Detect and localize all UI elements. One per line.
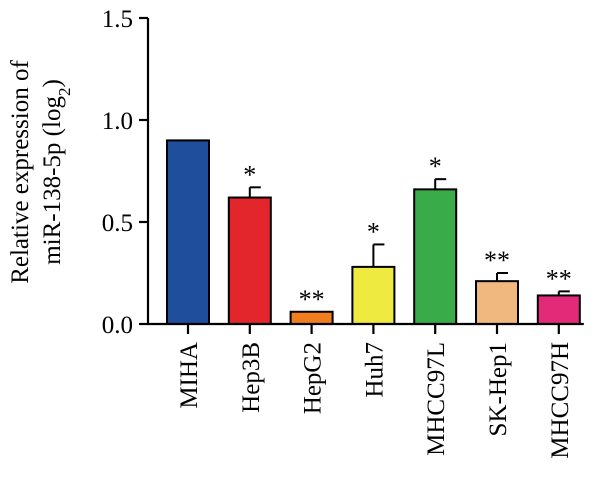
significance-marker: *: [243, 160, 256, 189]
significance-marker: *: [429, 152, 442, 181]
y-tick-label: 0.0: [102, 312, 133, 339]
x-tick-label: MHCC97H: [547, 342, 574, 459]
y-tick-label: 1.0: [102, 108, 133, 135]
bar-mhcc97l: [413, 188, 458, 325]
y-axis: 0.0 0.5 1.0 1.5: [102, 6, 150, 339]
bar-mhcc97h: [536, 294, 581, 326]
x-tick-label: Huh7: [361, 342, 388, 398]
y-tick-label: 1.5: [102, 6, 133, 33]
x-tick-label: SK-Hep1: [485, 342, 512, 436]
significance-marker: *: [367, 217, 380, 246]
bar-huh7: [351, 265, 396, 326]
bar-sk-hep1: [475, 280, 519, 326]
x-tick-label: HepG2: [300, 342, 327, 414]
y-axis-label: Relative expression of miR-138-5p (log2): [7, 60, 74, 284]
significance-marker: **: [299, 285, 325, 314]
y-axis-label-subscript: 2: [55, 88, 74, 97]
bars: *********: [166, 139, 581, 326]
y-tick-label: 0.5: [102, 210, 133, 237]
y-axis-label-line1: Relative expression of: [7, 60, 34, 284]
x-tick-label: Hep3B: [238, 342, 265, 413]
significance-marker: **: [484, 246, 510, 275]
significance-marker: **: [546, 264, 572, 293]
y-axis-label-line2: miR-138-5p (log2): [39, 79, 74, 265]
x-tick-label: MHCC97L: [423, 342, 450, 456]
bar-hep3b: [227, 196, 272, 326]
bar-miha: [166, 139, 210, 325]
x-tick-label: MIHA: [176, 342, 203, 409]
x-axis: MIHA Hep3B HepG2 Huh7 MHCC97L SK-Hep1 MHCC97H: [147, 322, 584, 459]
